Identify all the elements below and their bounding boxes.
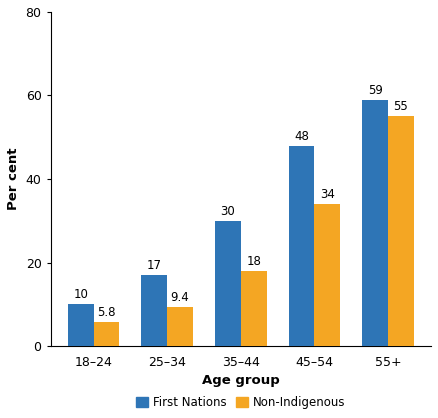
Text: 34: 34 <box>320 188 335 201</box>
Text: 18: 18 <box>246 255 261 268</box>
Text: 10: 10 <box>73 288 88 301</box>
Legend: First Nations, Non-Indigenous: First Nations, Non-Indigenous <box>132 391 350 414</box>
X-axis label: Age group: Age group <box>202 375 280 387</box>
Text: 30: 30 <box>221 205 235 218</box>
Bar <box>94 322 119 346</box>
Bar <box>388 116 414 346</box>
Bar <box>167 307 193 346</box>
Bar <box>141 275 167 346</box>
Text: 5.8: 5.8 <box>97 306 116 319</box>
Bar <box>314 204 340 346</box>
Text: 17: 17 <box>147 259 162 272</box>
Bar <box>362 99 388 346</box>
Bar <box>289 145 314 346</box>
Bar <box>241 271 267 346</box>
Text: 9.4: 9.4 <box>171 291 190 304</box>
Bar <box>68 304 94 346</box>
Text: 55: 55 <box>393 100 408 113</box>
Bar <box>215 221 241 346</box>
Text: 59: 59 <box>367 84 382 97</box>
Y-axis label: Per cent: Per cent <box>7 148 20 210</box>
Text: 48: 48 <box>294 130 309 143</box>
